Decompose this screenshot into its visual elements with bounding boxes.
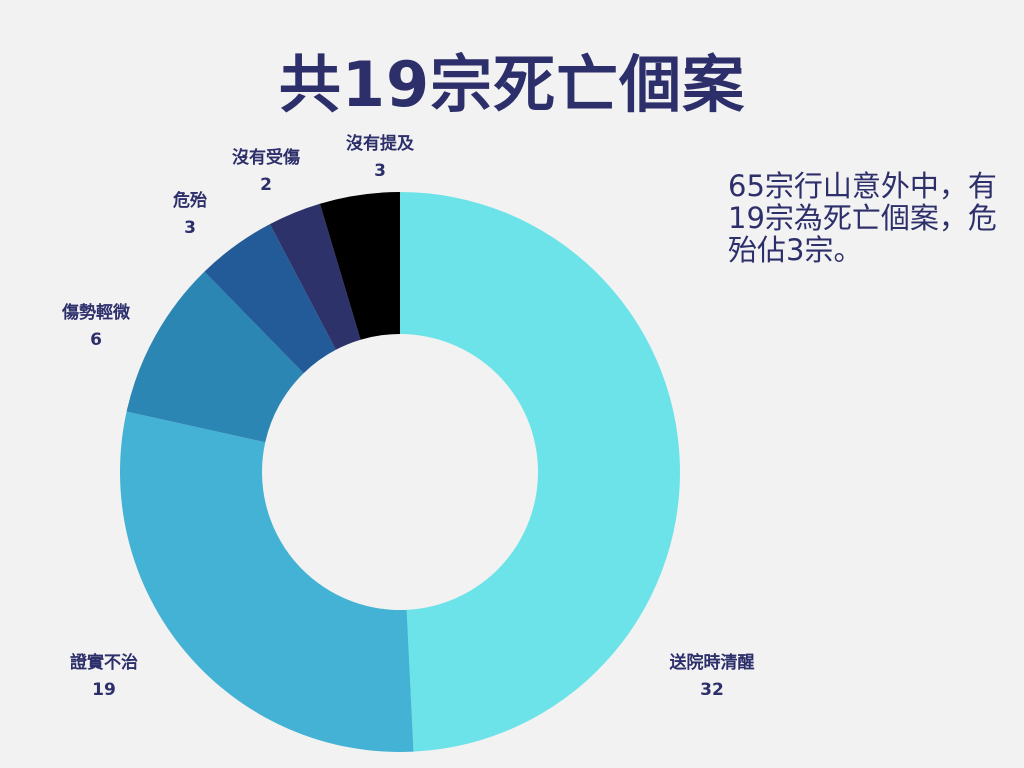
- slice-6: [319, 192, 400, 340]
- slice-4: [204, 224, 336, 374]
- slice-value-3: 6: [90, 330, 102, 350]
- slice-2: [119, 411, 414, 752]
- slice-label-1: 送院時清醒: [670, 652, 755, 673]
- slice-label-6: 沒有提及: [346, 133, 415, 154]
- chart-title: 共19宗死亡個案: [278, 48, 746, 121]
- slice-label-4: 危殆: [172, 190, 207, 211]
- slice-5: [269, 203, 361, 350]
- slice-value-4: 3: [184, 218, 196, 238]
- slice-value-2: 19: [92, 680, 116, 700]
- slice-label-5: 沒有受傷: [232, 147, 300, 168]
- slice-value-5: 2: [260, 175, 272, 195]
- annotation-note: 65宗行山意外中，有19宗為死亡個案，危殆佔3宗。: [728, 169, 997, 267]
- slice-label-2: 證實不治: [70, 652, 138, 673]
- slice-1: [400, 192, 680, 752]
- slice-label-3: 傷勢輕微: [61, 302, 131, 323]
- slice-value-6: 3: [374, 161, 386, 181]
- slice-value-1: 32: [700, 680, 724, 700]
- slice-3: [126, 271, 304, 443]
